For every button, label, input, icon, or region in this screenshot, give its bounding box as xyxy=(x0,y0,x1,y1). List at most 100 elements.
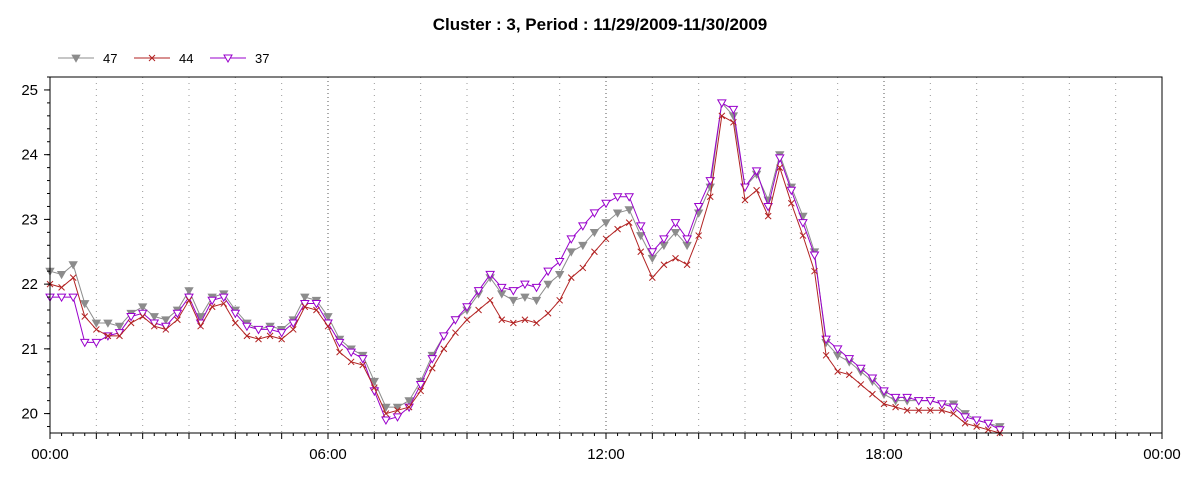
data-point-37 xyxy=(508,287,519,296)
data-point-37 xyxy=(774,154,785,163)
data-point-44 xyxy=(405,403,413,411)
y-tick-label: 24 xyxy=(21,147,38,164)
data-point-37 xyxy=(218,293,229,303)
data-point-47 xyxy=(369,377,380,387)
data-point-44 xyxy=(892,403,899,411)
data-point-44 xyxy=(660,261,668,269)
data-point-44 xyxy=(811,267,818,275)
data-point-44 xyxy=(845,371,853,379)
data-point-44 xyxy=(695,232,703,239)
data-point-37 xyxy=(751,167,762,176)
data-point-44 xyxy=(278,335,286,343)
data-point-37 xyxy=(879,387,889,396)
data-point-37 xyxy=(798,219,808,228)
legend-label: 44 xyxy=(179,51,193,66)
data-point-37 xyxy=(496,283,507,293)
data-point-37 xyxy=(890,393,901,403)
data-point-47 xyxy=(68,261,78,270)
data-point-44 xyxy=(185,296,193,304)
data-point-37 xyxy=(172,309,183,319)
y-tick-label: 22 xyxy=(21,276,38,293)
data-point-47 xyxy=(184,287,194,296)
legend-item-37: 37 xyxy=(210,51,269,66)
data-point-37 xyxy=(809,251,820,261)
data-point-44 xyxy=(116,332,123,340)
data-point-44 xyxy=(591,248,598,256)
data-point-47 xyxy=(114,322,125,332)
data-point-37 xyxy=(832,345,843,354)
data-point-44 xyxy=(301,303,309,311)
data-point-44 xyxy=(174,316,181,324)
data-point-44 xyxy=(382,410,390,417)
data-point-37 xyxy=(473,287,484,296)
data-point-44 xyxy=(672,254,679,262)
data-point-37 xyxy=(925,397,936,406)
data-point-37 xyxy=(357,355,368,364)
y-tick-label: 25 xyxy=(21,82,38,99)
data-point-44 xyxy=(521,316,529,324)
data-point-44 xyxy=(544,309,552,317)
data-point-44 xyxy=(370,384,378,392)
data-point-37 xyxy=(670,219,681,228)
data-point-44 xyxy=(359,361,367,369)
data-point-44 xyxy=(162,326,170,333)
data-point-44 xyxy=(150,322,158,330)
data-point-37 xyxy=(334,338,345,348)
data-point-44 xyxy=(857,381,865,388)
data-point-37 xyxy=(392,413,403,422)
data-point-37 xyxy=(624,193,635,202)
data-point-47 xyxy=(531,296,542,306)
data-point-47 xyxy=(543,280,553,289)
data-point-44 xyxy=(938,406,946,414)
data-point-37 xyxy=(311,300,322,309)
data-point-44 xyxy=(637,248,645,256)
data-point-47 xyxy=(554,271,565,280)
data-point-44 xyxy=(452,329,459,337)
data-point-37 xyxy=(867,374,878,383)
data-point-37 xyxy=(427,355,438,364)
data-point-37 xyxy=(844,355,855,364)
data-point-37 xyxy=(635,222,646,231)
data-point-44 xyxy=(799,232,807,239)
data-point-44 xyxy=(324,322,332,330)
data-point-44 xyxy=(440,345,448,353)
y-tick-label: 23 xyxy=(21,211,38,228)
data-point-37 xyxy=(299,300,310,309)
data-point-44 xyxy=(289,326,297,333)
data-point-44 xyxy=(231,319,239,327)
data-point-44 xyxy=(208,303,216,311)
data-point-44 xyxy=(753,186,760,194)
data-point-47 xyxy=(80,300,90,309)
data-point-44 xyxy=(255,335,262,343)
data-point-44 xyxy=(915,406,923,414)
data-point-44 xyxy=(869,390,876,398)
data-point-37 xyxy=(531,283,542,293)
y-axis: 20 21 22 23 24 25 xyxy=(21,76,50,428)
grid xyxy=(95,77,1117,433)
data-point-44 xyxy=(926,406,934,414)
data-point-44 xyxy=(104,332,112,340)
data-point-47 xyxy=(670,228,681,238)
data-point-37 xyxy=(137,309,148,319)
data-point-44 xyxy=(220,300,228,307)
data-point-44 xyxy=(648,274,656,282)
data-point-44 xyxy=(973,423,981,430)
data-point-37 xyxy=(265,325,275,335)
data-point-44 xyxy=(394,406,401,414)
data-point-44 xyxy=(950,410,957,417)
data-point-37 xyxy=(543,267,553,277)
data-point-37 xyxy=(438,332,449,341)
data-point-37 xyxy=(450,316,461,325)
data-point-47 xyxy=(566,248,576,257)
x-axis: 00:00 06:00 12:00 18:00 00:00 xyxy=(31,433,1181,463)
data-point-44 xyxy=(92,326,100,333)
data-point-47 xyxy=(508,296,519,306)
data-point-37 xyxy=(91,338,102,348)
data-point-44 xyxy=(822,351,830,359)
data-point-37 xyxy=(276,329,287,338)
data-point-44 xyxy=(428,364,436,372)
data-point-37 xyxy=(160,322,171,332)
x-tick-label: 00:00 xyxy=(31,446,69,463)
chart-title: Cluster : 3, Period : 11/29/2009-11/30/2… xyxy=(433,15,768,34)
data-point-37 xyxy=(855,364,866,374)
